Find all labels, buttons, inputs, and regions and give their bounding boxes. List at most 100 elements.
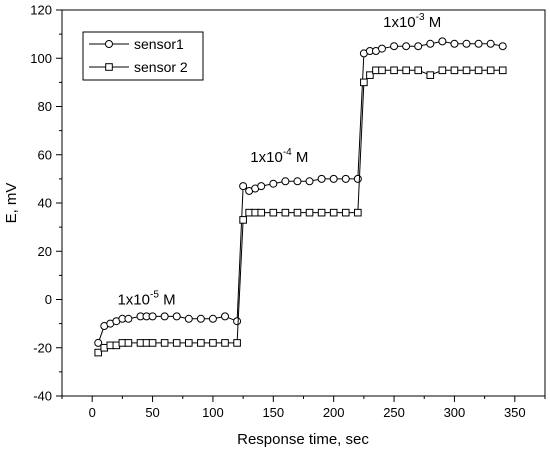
concentration-label: 1x10-4 M xyxy=(250,147,308,166)
x-tick-label: 0 xyxy=(89,405,96,420)
series-1 xyxy=(94,37,507,347)
data-point xyxy=(329,208,338,217)
data-point xyxy=(257,182,266,191)
data-point xyxy=(269,179,278,188)
data-point xyxy=(390,66,398,75)
data-point xyxy=(498,66,507,75)
data-point xyxy=(233,339,241,347)
data-point xyxy=(305,177,314,186)
data-point xyxy=(462,39,471,48)
data-point xyxy=(486,39,495,48)
data-point xyxy=(305,208,314,217)
x-tick-label: 300 xyxy=(444,405,466,420)
x-tick-label: 50 xyxy=(145,405,159,420)
series-2 xyxy=(94,66,507,357)
data-point xyxy=(208,314,217,323)
concentration-label: 1x10-3 M xyxy=(383,12,441,31)
data-point xyxy=(354,208,362,217)
data-point xyxy=(94,348,103,357)
data-point xyxy=(341,174,350,183)
data-point xyxy=(257,208,266,217)
data-point xyxy=(148,339,157,347)
tick-labels: 0 50 100 150 200 250 300 350 -40 -20 0 20 40 60 80 100 1… xyxy=(30,3,525,421)
y-tick-label: 100 xyxy=(30,51,52,66)
data-point xyxy=(329,174,338,183)
legend-entry: sensor1 xyxy=(89,36,184,52)
data-point xyxy=(197,339,205,347)
data-point xyxy=(94,338,103,347)
data-point xyxy=(426,39,435,48)
y-tick-label: 80 xyxy=(38,99,52,114)
legend-label: sensor 2 xyxy=(134,59,188,75)
data-point xyxy=(281,208,290,217)
axis-ticks xyxy=(56,9,546,402)
data-point xyxy=(209,339,217,347)
data-point xyxy=(221,312,230,321)
data-point xyxy=(233,317,242,326)
y-tick-label: 60 xyxy=(38,147,52,162)
data-point xyxy=(450,66,459,75)
x-tick-label: 200 xyxy=(323,405,345,420)
x-tick-label: 250 xyxy=(383,405,405,420)
y-tick-label: 20 xyxy=(38,244,52,259)
data-point xyxy=(390,42,399,51)
data-point xyxy=(402,66,410,75)
data-point xyxy=(184,314,193,323)
data-point xyxy=(293,208,302,217)
x-axis-title: Response time, sec xyxy=(237,431,369,448)
x-tick-label: 350 xyxy=(504,405,526,420)
data-point xyxy=(414,66,423,75)
data-point xyxy=(124,339,133,347)
data-point xyxy=(317,208,326,217)
data-point xyxy=(414,42,423,51)
data-point xyxy=(377,44,386,53)
y-tick-label: 0 xyxy=(45,292,52,307)
data-point xyxy=(474,39,483,48)
data-point xyxy=(269,208,278,217)
data-point xyxy=(438,66,447,75)
legend-marker-circle xyxy=(105,40,113,48)
legend-entry: sensor 2 xyxy=(89,59,188,75)
data-point xyxy=(341,208,350,217)
data-point xyxy=(498,42,507,51)
data-point xyxy=(293,177,302,186)
data-point xyxy=(239,216,247,224)
y-tick-label: 40 xyxy=(38,196,52,211)
data-point xyxy=(317,174,326,183)
series-layer xyxy=(94,37,507,357)
data-point xyxy=(474,66,483,75)
data-point xyxy=(360,78,368,87)
x-tick-label: 100 xyxy=(202,405,224,420)
data-point xyxy=(172,339,181,347)
data-point xyxy=(160,339,169,347)
data-point xyxy=(124,314,133,323)
data-point xyxy=(221,339,229,347)
data-point xyxy=(239,182,248,191)
concentration-label: 1x10-5 M xyxy=(117,289,175,308)
data-point xyxy=(450,39,459,48)
legend-label: sensor1 xyxy=(134,36,184,52)
data-point xyxy=(438,37,447,46)
data-point xyxy=(148,312,157,321)
data-point xyxy=(160,312,169,321)
annotations: 1x10-5 M 1x10-4 M 1x10-3 M xyxy=(117,12,441,308)
legend-box xyxy=(82,31,204,81)
data-point xyxy=(426,71,435,79)
y-tick-label: -40 xyxy=(33,389,52,404)
data-point xyxy=(486,66,495,75)
legend: sensor1 sensor 2 xyxy=(82,31,204,81)
data-point xyxy=(184,339,193,347)
data-point xyxy=(378,66,386,75)
y-axis-title: E, mV xyxy=(3,183,20,224)
x-tick-label: 150 xyxy=(262,405,284,420)
data-point xyxy=(281,177,290,186)
legend-marker-square xyxy=(105,63,113,71)
data-point xyxy=(462,66,471,75)
data-point xyxy=(196,314,205,323)
y-tick-label: -20 xyxy=(33,340,52,355)
data-point xyxy=(172,312,181,321)
data-point xyxy=(402,42,411,51)
data-point xyxy=(353,174,362,183)
y-tick-label: 120 xyxy=(30,3,52,18)
